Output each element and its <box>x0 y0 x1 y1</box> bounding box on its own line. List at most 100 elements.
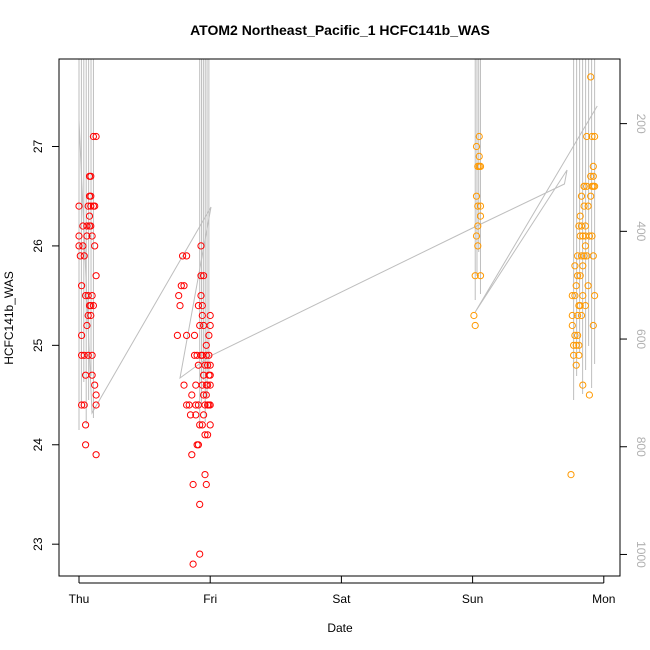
data-point <box>80 351 88 359</box>
data-point <box>175 292 183 300</box>
data-point <box>88 351 96 359</box>
data-point <box>206 421 214 429</box>
data-point <box>585 391 594 399</box>
data-point <box>589 172 597 180</box>
data-point <box>201 431 209 439</box>
data-point <box>591 292 599 300</box>
x-tick-label: Mon <box>592 592 615 606</box>
y-tick-label: 27 <box>31 139 45 153</box>
data-point <box>476 212 485 220</box>
data-point <box>192 411 200 419</box>
data-point <box>584 282 592 290</box>
data-point <box>198 302 206 310</box>
data-point <box>88 371 96 379</box>
data-point <box>470 311 478 320</box>
data-point <box>87 311 95 320</box>
data-point <box>196 321 204 330</box>
data-point <box>580 182 588 190</box>
data-point <box>92 451 100 459</box>
data-point <box>85 212 94 220</box>
right-tick-label: 400 <box>634 221 648 241</box>
data-point <box>201 361 209 369</box>
data-point <box>78 401 86 409</box>
data-point <box>575 351 583 359</box>
data-point <box>84 311 92 320</box>
x-tick-label: Sat <box>332 592 351 606</box>
x-axis-label: Date <box>327 621 353 635</box>
data-point <box>589 321 597 330</box>
data-point <box>204 381 212 389</box>
data-point <box>201 471 209 479</box>
data-point <box>589 252 597 260</box>
data-point <box>92 401 100 409</box>
data-point <box>471 321 479 330</box>
data-point <box>577 252 586 260</box>
data-point <box>577 222 586 230</box>
data-point <box>472 142 481 151</box>
right-tick-label: 1000 <box>634 541 648 568</box>
data-point <box>83 222 91 230</box>
data-point <box>173 331 181 339</box>
data-point <box>189 560 197 568</box>
data-point <box>200 272 208 280</box>
right-tick-label: 800 <box>634 437 648 457</box>
data-point <box>87 172 95 180</box>
data-point <box>179 252 187 260</box>
data-point <box>192 401 200 409</box>
data-point <box>206 321 214 330</box>
data-point <box>180 282 188 290</box>
data-point <box>475 152 483 160</box>
data-point <box>204 431 212 439</box>
data-point <box>91 242 99 250</box>
data-point <box>196 421 204 429</box>
data-point <box>206 381 214 389</box>
right-tick-label: 600 <box>634 329 648 349</box>
data-point <box>84 351 92 359</box>
data-point <box>587 192 595 200</box>
data-point <box>567 471 575 479</box>
data-point <box>88 292 96 300</box>
data-point <box>205 351 213 359</box>
data-point <box>572 341 580 349</box>
data-point <box>568 292 576 300</box>
data-point <box>202 480 210 489</box>
data-point <box>471 272 479 280</box>
data-point <box>202 341 210 349</box>
data-point <box>192 381 200 389</box>
x-tick-label: Fri <box>203 592 217 606</box>
data-point <box>190 331 199 339</box>
data-point <box>204 361 212 369</box>
data-point <box>474 242 482 250</box>
data-point <box>75 232 83 240</box>
data-point <box>91 202 99 210</box>
data-point <box>581 242 590 250</box>
data-point <box>80 252 88 260</box>
data-point <box>585 232 594 240</box>
x-tick-label: Sun <box>462 592 483 606</box>
data-point <box>570 341 578 349</box>
y-tick-label: 26 <box>31 239 45 253</box>
data-point <box>194 441 202 449</box>
data-point <box>89 302 98 310</box>
data-point <box>75 202 83 210</box>
data-point <box>75 242 83 250</box>
data-point <box>197 272 205 280</box>
data-point <box>591 132 599 141</box>
data-point <box>176 302 184 310</box>
data-point <box>196 500 204 508</box>
data-point <box>476 202 485 210</box>
data-point <box>581 302 590 310</box>
data-point <box>206 401 214 409</box>
data-point <box>197 242 205 250</box>
data-point <box>581 222 590 230</box>
data-point <box>587 172 595 180</box>
data-point <box>198 311 206 320</box>
data-point <box>206 371 214 379</box>
data-point <box>588 232 596 240</box>
data-point <box>206 361 214 369</box>
data-point <box>82 421 90 429</box>
data-point <box>196 550 204 558</box>
data-point <box>186 411 195 419</box>
data-point <box>205 331 213 339</box>
